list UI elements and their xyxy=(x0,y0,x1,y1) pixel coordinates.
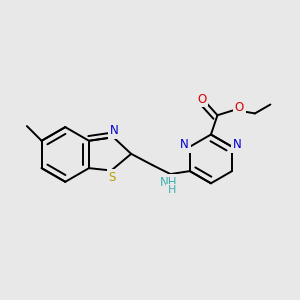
Text: N: N xyxy=(110,124,118,137)
Text: O: O xyxy=(235,101,244,114)
Text: O: O xyxy=(197,93,206,106)
Text: N: N xyxy=(233,138,242,151)
Text: N: N xyxy=(180,138,189,151)
Text: H: H xyxy=(168,185,176,195)
Text: NH: NH xyxy=(160,176,178,189)
Text: S: S xyxy=(109,170,116,184)
